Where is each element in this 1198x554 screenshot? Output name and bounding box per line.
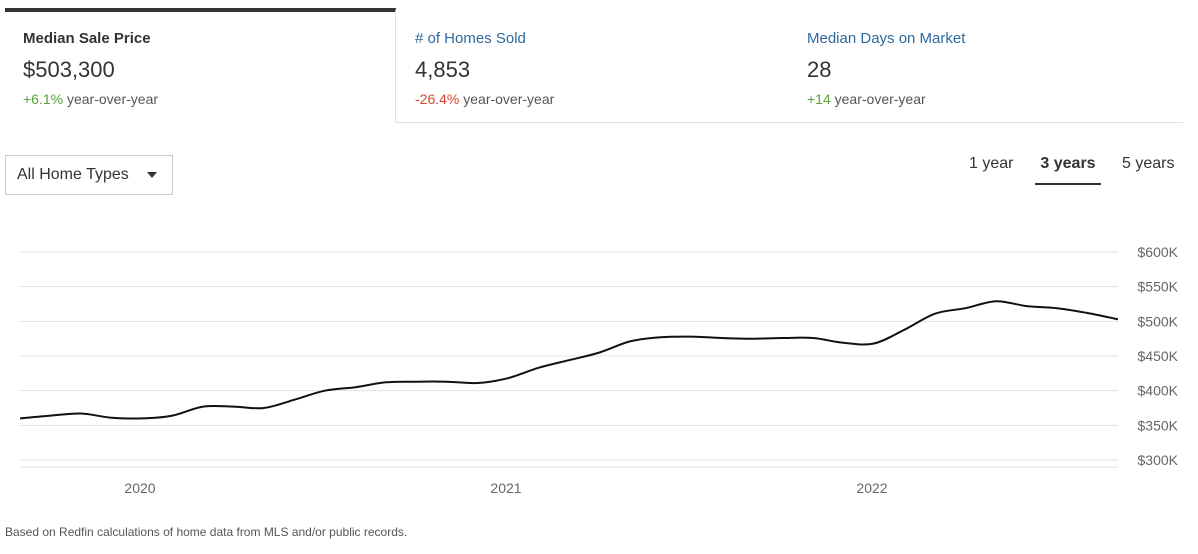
tab-label: Median Sale Price [23, 30, 151, 47]
tab-change: -26.4% year-over-year [415, 90, 789, 108]
y-tick-label: $450K [1138, 348, 1179, 364]
metric-tabs: Median Sale Price $503,300 +6.1% year-ov… [5, 8, 1183, 123]
change-value: -26.4% [415, 91, 460, 107]
range-3-years[interactable]: 3 years [1035, 155, 1101, 185]
tab-median-sale-price[interactable]: Median Sale Price $503,300 +6.1% year-ov… [5, 8, 396, 123]
x-tick-label: 2020 [124, 480, 155, 496]
x-tick-label: 2022 [856, 480, 887, 496]
footnote: Based on Redfin calculations of home dat… [5, 525, 408, 539]
y-tick-label: $350K [1138, 417, 1179, 433]
x-tick-labels: 2020 2021 2022 [124, 480, 887, 496]
series-line [19, 300, 1119, 420]
tab-days-on-market[interactable]: Median Days on Market 28 +14 year-over-y… [789, 8, 1183, 123]
tab-homes-sold[interactable]: # of Homes Sold 4,853 -26.4% year-over-y… [397, 8, 789, 123]
tab-change: +14 year-over-year [807, 90, 1183, 108]
tab-change: +6.1% year-over-year [23, 90, 395, 108]
y-tick-label: $400K [1138, 383, 1179, 399]
y-tick-label: $300K [1138, 452, 1179, 468]
y-tick-label: $600K [1138, 244, 1179, 260]
y-tick-labels: $300K $350K $400K $450K $500K $550K $600K [1138, 244, 1179, 468]
tabs-divider [396, 122, 1183, 123]
change-suffix: year-over-year [66, 91, 159, 107]
tab-value: 28 [807, 57, 832, 82]
home-type-dropdown[interactable]: All Home Types [5, 155, 173, 195]
tab-label: # of Homes Sold [415, 30, 526, 47]
change-value: +6.1% [23, 91, 64, 107]
range-5-years[interactable]: 5 years [1122, 155, 1175, 172]
dropdown-selected: All Home Types [17, 166, 129, 183]
tab-value: 4,853 [415, 57, 471, 82]
grid-lines [20, 251, 1118, 468]
range-1-year[interactable]: 1 year [969, 155, 1014, 172]
change-suffix: year-over-year [834, 91, 926, 107]
change-suffix: year-over-year [463, 91, 555, 107]
y-tick-label: $500K [1138, 313, 1179, 329]
series-layer [19, 300, 1119, 420]
change-value: +14 [807, 91, 831, 107]
caret-down-icon [147, 172, 157, 178]
median-sale-price-chart: $300K $350K $400K $450K $500K $550K $600K 2020… [19, 244, 1179, 496]
x-tick-label: 2021 [490, 480, 521, 496]
y-tick-label: $550K [1138, 279, 1179, 295]
tab-value: $503,300 [23, 57, 115, 82]
tab-label: Median Days on Market [807, 30, 966, 47]
